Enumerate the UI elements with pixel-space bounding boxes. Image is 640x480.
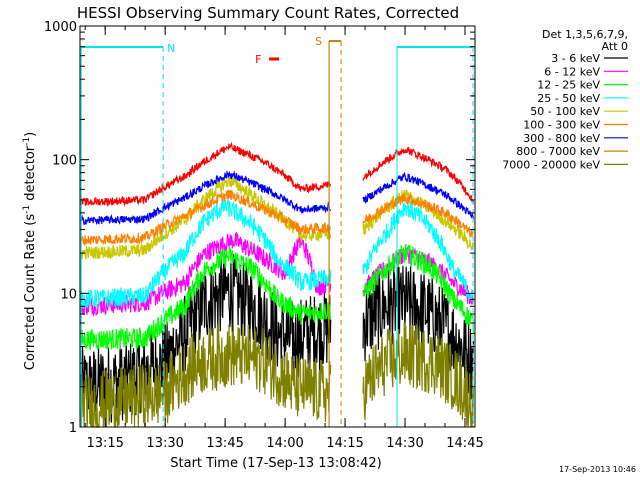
series-line bbox=[362, 201, 474, 301]
legend-label: 7000 - 20000 keV bbox=[502, 158, 600, 171]
saa-label: S bbox=[315, 35, 322, 48]
series-line bbox=[362, 171, 474, 220]
legend-label: 800 - 7000 keV bbox=[516, 145, 600, 158]
legend-label: 300 - 800 keV bbox=[523, 132, 600, 145]
series-line bbox=[80, 141, 332, 208]
flare-label: F bbox=[255, 53, 261, 66]
axes-frame bbox=[79, 25, 476, 428]
series-line bbox=[80, 189, 331, 246]
series-line bbox=[80, 170, 332, 226]
x-tick-label: 14:45 bbox=[446, 436, 483, 451]
series-25-50-kev bbox=[80, 197, 474, 309]
legend-label: 50 - 100 keV bbox=[530, 105, 600, 118]
y-tick-label: 1 bbox=[69, 421, 77, 436]
y-axis-label: Corrected Count Rate (s-1 detector-1) bbox=[22, 132, 38, 370]
series-top bbox=[80, 141, 474, 208]
legend-label: 3 - 6 keV bbox=[551, 52, 600, 65]
chart-title: HESSI Observing Summary Count Rates, Cor… bbox=[77, 4, 459, 22]
series-100-300-kev bbox=[80, 189, 474, 246]
series-line bbox=[362, 146, 474, 204]
timestamp: 17-Sep-2013 10:46 bbox=[559, 465, 636, 474]
series-line bbox=[362, 243, 474, 333]
series-line bbox=[80, 197, 332, 309]
series-line bbox=[80, 324, 332, 429]
legend-label: 25 - 50 keV bbox=[537, 92, 600, 105]
series-line bbox=[362, 189, 474, 251]
y-tick-label: 1000 bbox=[44, 20, 77, 35]
legend-label: 100 - 300 keV bbox=[523, 119, 600, 132]
series-line bbox=[80, 244, 332, 351]
series-50-100-kev bbox=[80, 175, 474, 260]
series-7000-20000-kev bbox=[80, 321, 474, 429]
series-line bbox=[362, 321, 474, 428]
y-tick-label: 10 bbox=[60, 287, 77, 302]
series-line bbox=[80, 175, 332, 260]
legend-label: 12 - 25 keV bbox=[537, 79, 600, 92]
legend-header: Att 0 bbox=[602, 40, 628, 53]
x-tick-label: 14:30 bbox=[386, 436, 423, 451]
x-tick-label: 13:15 bbox=[86, 436, 123, 451]
x-tick-label: 13:30 bbox=[146, 436, 183, 451]
legend-label: 6 - 12 keV bbox=[544, 65, 600, 78]
legend-header: Det 1,3,5,6,7,9, bbox=[542, 28, 628, 41]
x-tick-label: 13:45 bbox=[206, 436, 243, 451]
x-tick-label: 14:00 bbox=[266, 436, 303, 451]
plot-area: N F S bbox=[80, 35, 474, 429]
series-line bbox=[362, 193, 474, 238]
y-tick-label: 100 bbox=[52, 154, 77, 169]
night-label: N bbox=[167, 42, 175, 55]
axes: 1 10 100 1000 13:15 13:30 13:45 14:00 14:15 14:30… bbox=[44, 20, 484, 451]
x-axis-label: Start Time (17-Sep-13 13:08:42) bbox=[170, 456, 381, 471]
x-tick-label: 14:15 bbox=[326, 436, 363, 451]
series-300-800-kev bbox=[80, 170, 474, 226]
series-12-25-kev bbox=[80, 243, 474, 351]
